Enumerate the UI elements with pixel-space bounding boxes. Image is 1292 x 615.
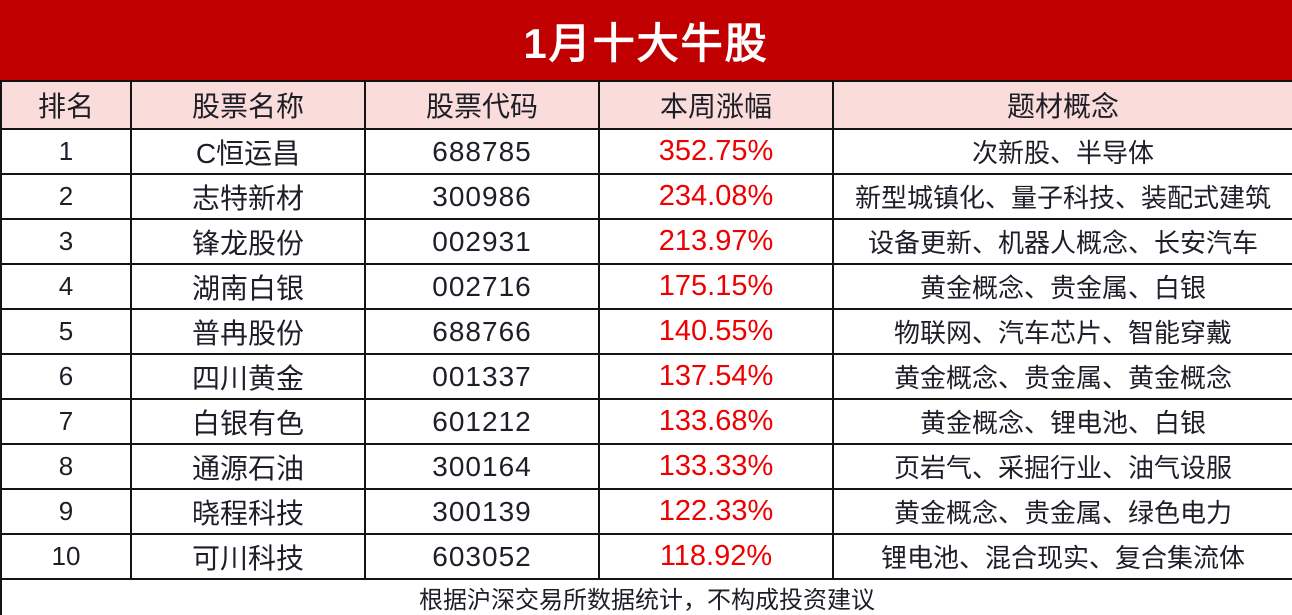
col-header-code: 股票代码: [364, 80, 600, 130]
rank-cell: 10: [0, 533, 132, 580]
rank-cell: 8: [0, 443, 132, 490]
concepts-cell: 新型城镇化、量子科技、装配式建筑: [832, 173, 1292, 220]
stock-name-cell: 白银有色: [130, 398, 366, 445]
rank-cell: 3: [0, 218, 132, 265]
stock-code-cell: 688766: [364, 308, 600, 355]
title-banner: 1月十大牛股: [0, 0, 1292, 80]
concepts-cell: 页岩气、采掘行业、油气设服: [832, 443, 1292, 490]
stock-name-cell: 通源石油: [130, 443, 366, 490]
rank-cell: 9: [0, 488, 132, 535]
stock-code-cell: 002716: [364, 263, 600, 310]
stock-name-cell: 可川科技: [130, 533, 366, 580]
weekly-gain-cell: 122.33%: [598, 488, 834, 535]
stock-name-cell: 湖南白银: [130, 263, 366, 310]
table-row: 8 通源石油 300164 133.33% 页岩气、采掘行业、油气设服: [0, 443, 1292, 490]
col-header-name: 股票名称: [130, 80, 366, 130]
concepts-cell: 黄金概念、贵金属、绿色电力: [832, 488, 1292, 535]
stock-code-cell: 300164: [364, 443, 600, 490]
table-row: 4 湖南白银 002716 175.15% 黄金概念、贵金属、白银: [0, 263, 1292, 310]
table-row: 2 志特新材 300986 234.08% 新型城镇化、量子科技、装配式建筑: [0, 173, 1292, 220]
col-header-gain: 本周涨幅: [598, 80, 834, 130]
stock-code-cell: 002931: [364, 218, 600, 265]
concepts-cell: 黄金概念、贵金属、白银: [832, 263, 1292, 310]
weekly-gain-cell: 234.08%: [598, 173, 834, 220]
table-row: 10 可川科技 603052 118.92% 锂电池、混合现实、复合集流体: [0, 533, 1292, 580]
weekly-gain-cell: 137.54%: [598, 353, 834, 400]
table-row: 7 白银有色 601212 133.68% 黄金概念、锂电池、白银: [0, 398, 1292, 445]
concepts-cell: 黄金概念、贵金属、黄金概念: [832, 353, 1292, 400]
footer-row: 根据沪深交易所数据统计，不构成投资建议: [0, 578, 1292, 615]
weekly-gain-cell: 140.55%: [598, 308, 834, 355]
table-row: 6 四川黄金 001337 137.54% 黄金概念、贵金属、黄金概念: [0, 353, 1292, 400]
stock-name-cell: C恒运昌: [130, 128, 366, 175]
weekly-gain-cell: 133.33%: [598, 443, 834, 490]
rank-cell: 7: [0, 398, 132, 445]
table-row: 3 锋龙股份 002931 213.97% 设备更新、机器人概念、长安汽车: [0, 218, 1292, 265]
stock-name-cell: 锋龙股份: [130, 218, 366, 265]
stock-code-cell: 001337: [364, 353, 600, 400]
concepts-cell: 设备更新、机器人概念、长安汽车: [832, 218, 1292, 265]
weekly-gain-cell: 175.15%: [598, 263, 834, 310]
stock-code-cell: 603052: [364, 533, 600, 580]
stock-name-cell: 志特新材: [130, 173, 366, 220]
rank-cell: 1: [0, 128, 132, 175]
weekly-gain-cell: 352.75%: [598, 128, 834, 175]
table-row: 5 普冉股份 688766 140.55% 物联网、汽车芯片、智能穿戴: [0, 308, 1292, 355]
stock-code-cell: 688785: [364, 128, 600, 175]
rank-cell: 6: [0, 353, 132, 400]
rank-cell: 5: [0, 308, 132, 355]
col-header-rank: 排名: [0, 80, 132, 130]
weekly-gain-cell: 118.92%: [598, 533, 834, 580]
stock-code-cell: 300986: [364, 173, 600, 220]
stock-name-cell: 晓程科技: [130, 488, 366, 535]
col-header-concepts: 题材概念: [832, 80, 1292, 130]
table-row: 9 晓程科技 300139 122.33% 黄金概念、贵金属、绿色电力: [0, 488, 1292, 535]
weekly-gain-cell: 213.97%: [598, 218, 834, 265]
header-row: 排名 股票名称 股票代码 本周涨幅 题材概念: [0, 80, 1292, 130]
stock-name-cell: 普冉股份: [130, 308, 366, 355]
footer-note: 根据沪深交易所数据统计，不构成投资建议: [0, 578, 1292, 615]
table-row: 1 C恒运昌 688785 352.75% 次新股、半导体: [0, 128, 1292, 175]
rank-cell: 2: [0, 173, 132, 220]
page-title: 1月十大牛股: [523, 19, 769, 67]
stock-name-cell: 四川黄金: [130, 353, 366, 400]
stock-code-cell: 300139: [364, 488, 600, 535]
stocks-table: 排名 股票名称 股票代码 本周涨幅 题材概念 1 C恒运昌 688785 352.75…: [0, 80, 1292, 615]
concepts-cell: 次新股、半导体: [832, 128, 1292, 175]
concepts-cell: 黄金概念、锂电池、白银: [832, 398, 1292, 445]
weekly-gain-cell: 133.68%: [598, 398, 834, 445]
concepts-cell: 物联网、汽车芯片、智能穿戴: [832, 308, 1292, 355]
rank-cell: 4: [0, 263, 132, 310]
concepts-cell: 锂电池、混合现实、复合集流体: [832, 533, 1292, 580]
stock-code-cell: 601212: [364, 398, 600, 445]
